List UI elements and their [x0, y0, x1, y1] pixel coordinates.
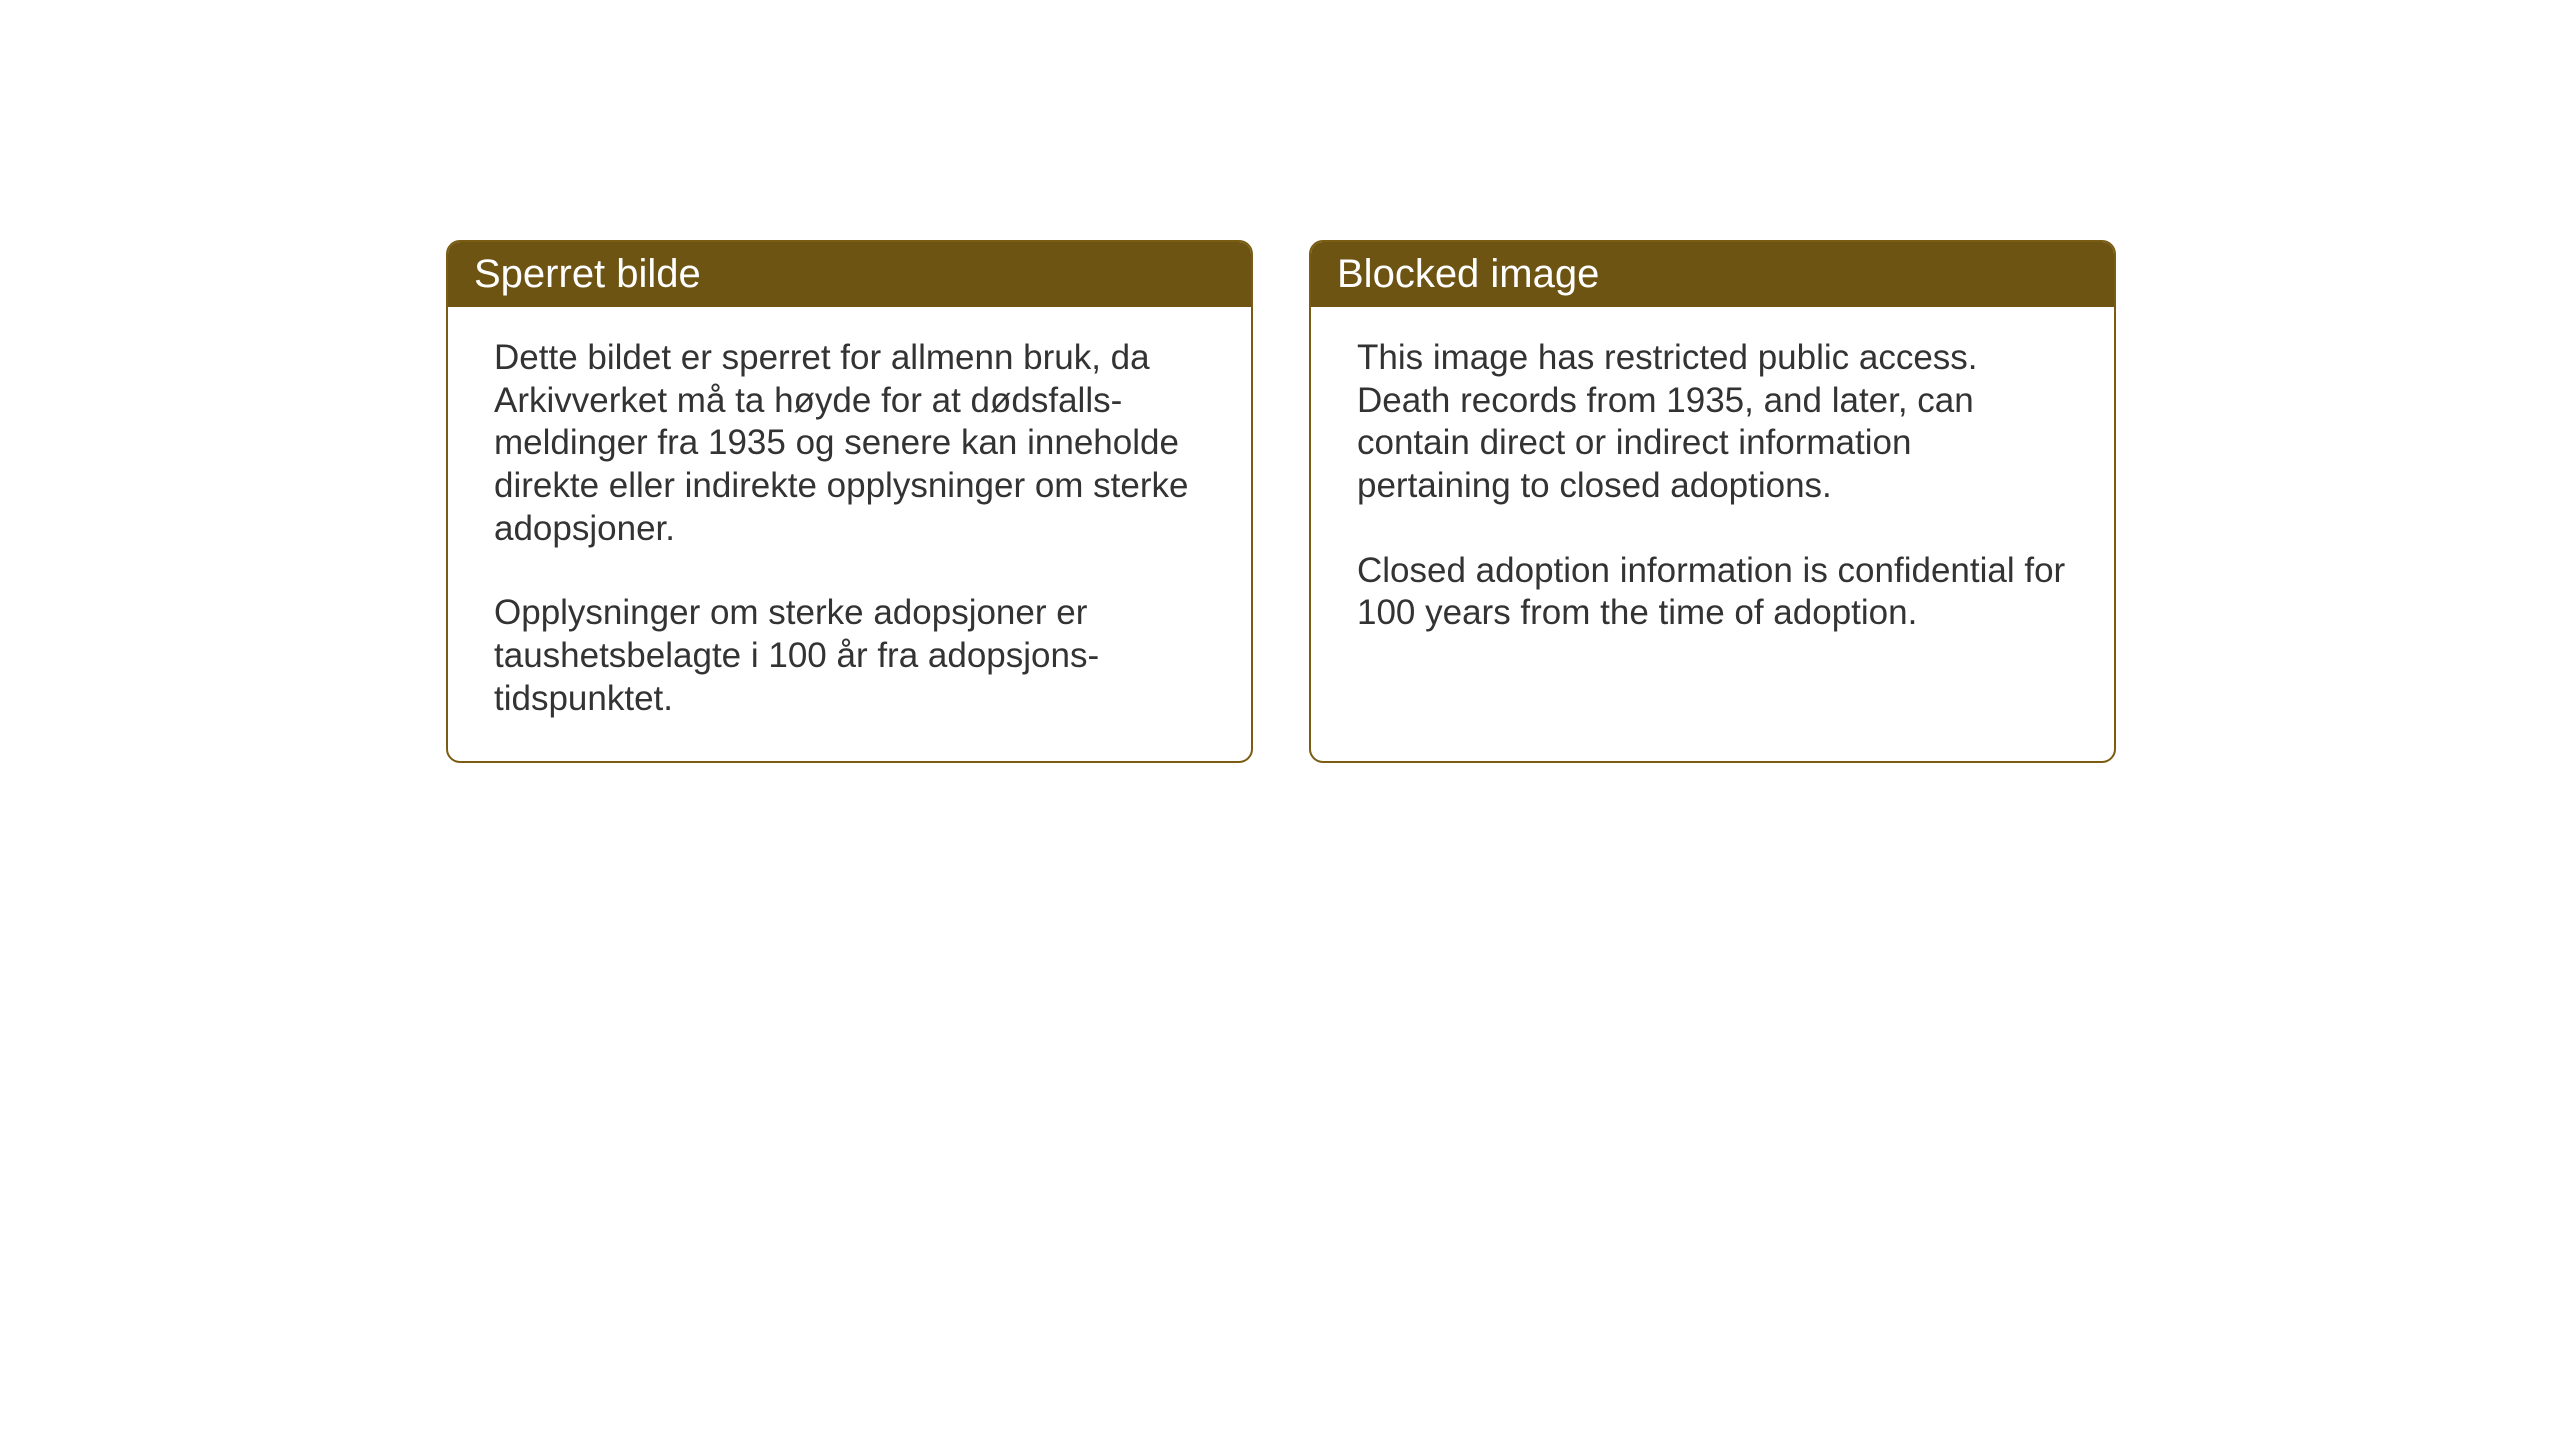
notice-title-english: Blocked image — [1337, 252, 1599, 296]
notice-header-english: Blocked image — [1311, 242, 2114, 307]
notice-body-english: This image has restricted public access.… — [1311, 307, 2114, 752]
notice-paragraph-1-norwegian: Dette bildet er sperret for allmenn bruk… — [494, 337, 1205, 550]
notice-title-norwegian: Sperret bilde — [474, 252, 701, 296]
notice-card-norwegian: Sperret bilde Dette bildet er sperret fo… — [446, 240, 1253, 763]
notice-body-norwegian: Dette bildet er sperret for allmenn bruk… — [448, 307, 1251, 761]
notice-paragraph-1-english: This image has restricted public access.… — [1357, 337, 2068, 508]
notice-container: Sperret bilde Dette bildet er sperret fo… — [446, 240, 2116, 763]
notice-paragraph-2-norwegian: Opplysninger om sterke adopsjoner er tau… — [494, 592, 1205, 720]
notice-card-english: Blocked image This image has restricted … — [1309, 240, 2116, 763]
notice-header-norwegian: Sperret bilde — [448, 242, 1251, 307]
notice-paragraph-2-english: Closed adoption information is confident… — [1357, 550, 2068, 635]
